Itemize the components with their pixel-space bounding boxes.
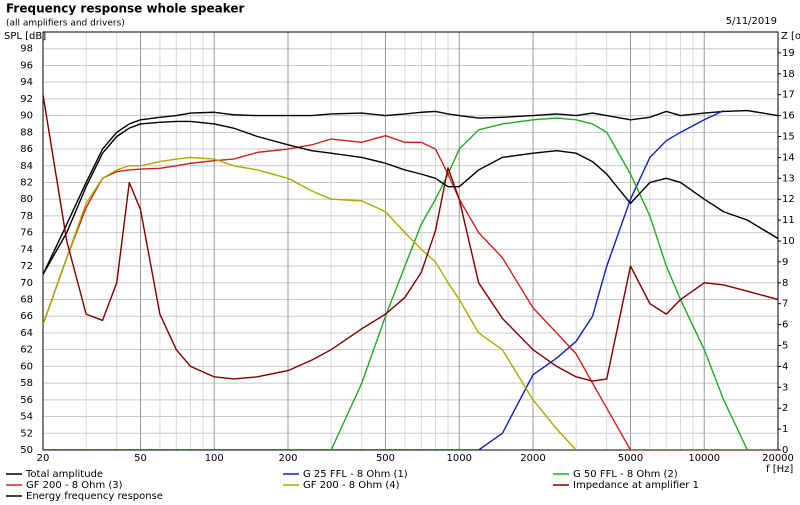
y2-tick-label: 6: [782, 320, 788, 331]
y2-tick-label: 9: [782, 257, 788, 268]
x-tick-label: 1000: [447, 453, 472, 464]
y-tick-label: 50: [20, 445, 33, 456]
y-tick-label: 54: [20, 412, 33, 423]
y2-tick-label: 3: [782, 382, 788, 393]
x-tick-label: 20000: [762, 453, 794, 464]
y-tick-label: 58: [20, 378, 33, 389]
y-tick-label: 60: [20, 361, 33, 372]
y-tick-label: 74: [20, 244, 33, 255]
chart-subtitle: (all amplifiers and drivers): [6, 19, 125, 29]
y2-tick-label: 19: [782, 48, 795, 59]
series-line: [43, 94, 778, 382]
x-tick-label: 500: [376, 453, 395, 464]
series-line: [43, 134, 778, 450]
y-tick-label: 80: [20, 194, 33, 205]
y2-tick-label: 14: [782, 152, 795, 163]
x-tick-label: 100: [205, 453, 224, 464]
legend-label: Energy frequency response: [26, 491, 163, 501]
series-line: [43, 109, 778, 275]
y-tick-label: 84: [20, 161, 33, 172]
series-line: [330, 117, 749, 450]
y-tick-label: 70: [20, 278, 33, 289]
y-tick-label: 90: [20, 111, 33, 122]
y2-tick-label: 0: [782, 445, 788, 456]
y2-tick-label: 5: [782, 341, 788, 352]
y2-tick-label: 13: [782, 173, 795, 184]
y2-tick-label: 1: [782, 424, 788, 435]
series-line: [43, 120, 778, 275]
y-tick-label: 96: [20, 60, 33, 71]
y2-tick-label: 16: [782, 111, 795, 122]
y2-tick-label: 4: [782, 361, 788, 372]
y2-tick-label: 12: [782, 194, 795, 205]
y-tick-label: 62: [20, 345, 33, 356]
x-tick-label: 5000: [618, 453, 643, 464]
legend-label: Total amplitude: [25, 469, 103, 480]
x-axis-label: f [Hz]: [766, 464, 793, 475]
legend-label: G 50 FFL - 8 Ohm (2): [573, 469, 678, 480]
y2-tick-label: 15: [782, 132, 795, 143]
legend-label: GF 200 - 8 Ohm (3): [26, 480, 123, 491]
y2-tick-label: 18: [782, 69, 795, 80]
y-tick-label: 66: [20, 311, 33, 322]
legend-label: GF 200 - 8 Ohm (4): [303, 480, 400, 491]
x-tick-label: 20: [37, 453, 50, 464]
y-tick-label: 92: [20, 94, 33, 105]
y-tick-label: 86: [20, 144, 33, 155]
y2-tick-label: 8: [782, 278, 788, 289]
y2-tick-label: 17: [782, 90, 795, 101]
y-tick-label: 52: [20, 428, 33, 439]
date: 5/11/2019: [726, 16, 777, 27]
y-tick-label: 94: [20, 77, 33, 88]
y-tick-label: 98: [20, 44, 33, 55]
y2-tick-label: 11: [782, 215, 795, 226]
legend-label: Impedance at amplifier 1: [573, 480, 699, 491]
x-tick-label: 50: [134, 453, 147, 464]
y-tick-label: 72: [20, 261, 33, 272]
y-tick-label: 56: [20, 395, 33, 406]
y-tick-label: 68: [20, 295, 33, 306]
x-tick-label: 10000: [688, 453, 720, 464]
y2-axis-label: Z [oh: [781, 31, 800, 42]
chart-title: Frequency response whole speaker: [6, 2, 245, 16]
y-tick-label: 78: [20, 211, 33, 222]
y-tick-label: 64: [20, 328, 33, 339]
x-tick-label: 2000: [520, 453, 545, 464]
y2-tick-label: 10: [782, 236, 795, 247]
y-axis-label: SPL [dB]: [4, 31, 46, 42]
y-tick-label: 76: [20, 228, 33, 239]
y-tick-label: 82: [20, 177, 33, 188]
y2-tick-label: 2: [782, 403, 788, 414]
x-tick-label: 200: [278, 453, 297, 464]
y-tick-label: 88: [20, 127, 33, 138]
series-line: [43, 109, 724, 450]
y2-tick-label: 7: [782, 299, 788, 310]
series-line: [43, 156, 577, 450]
legend-label: G 25 FFL - 8 Ohm (1): [303, 469, 408, 480]
